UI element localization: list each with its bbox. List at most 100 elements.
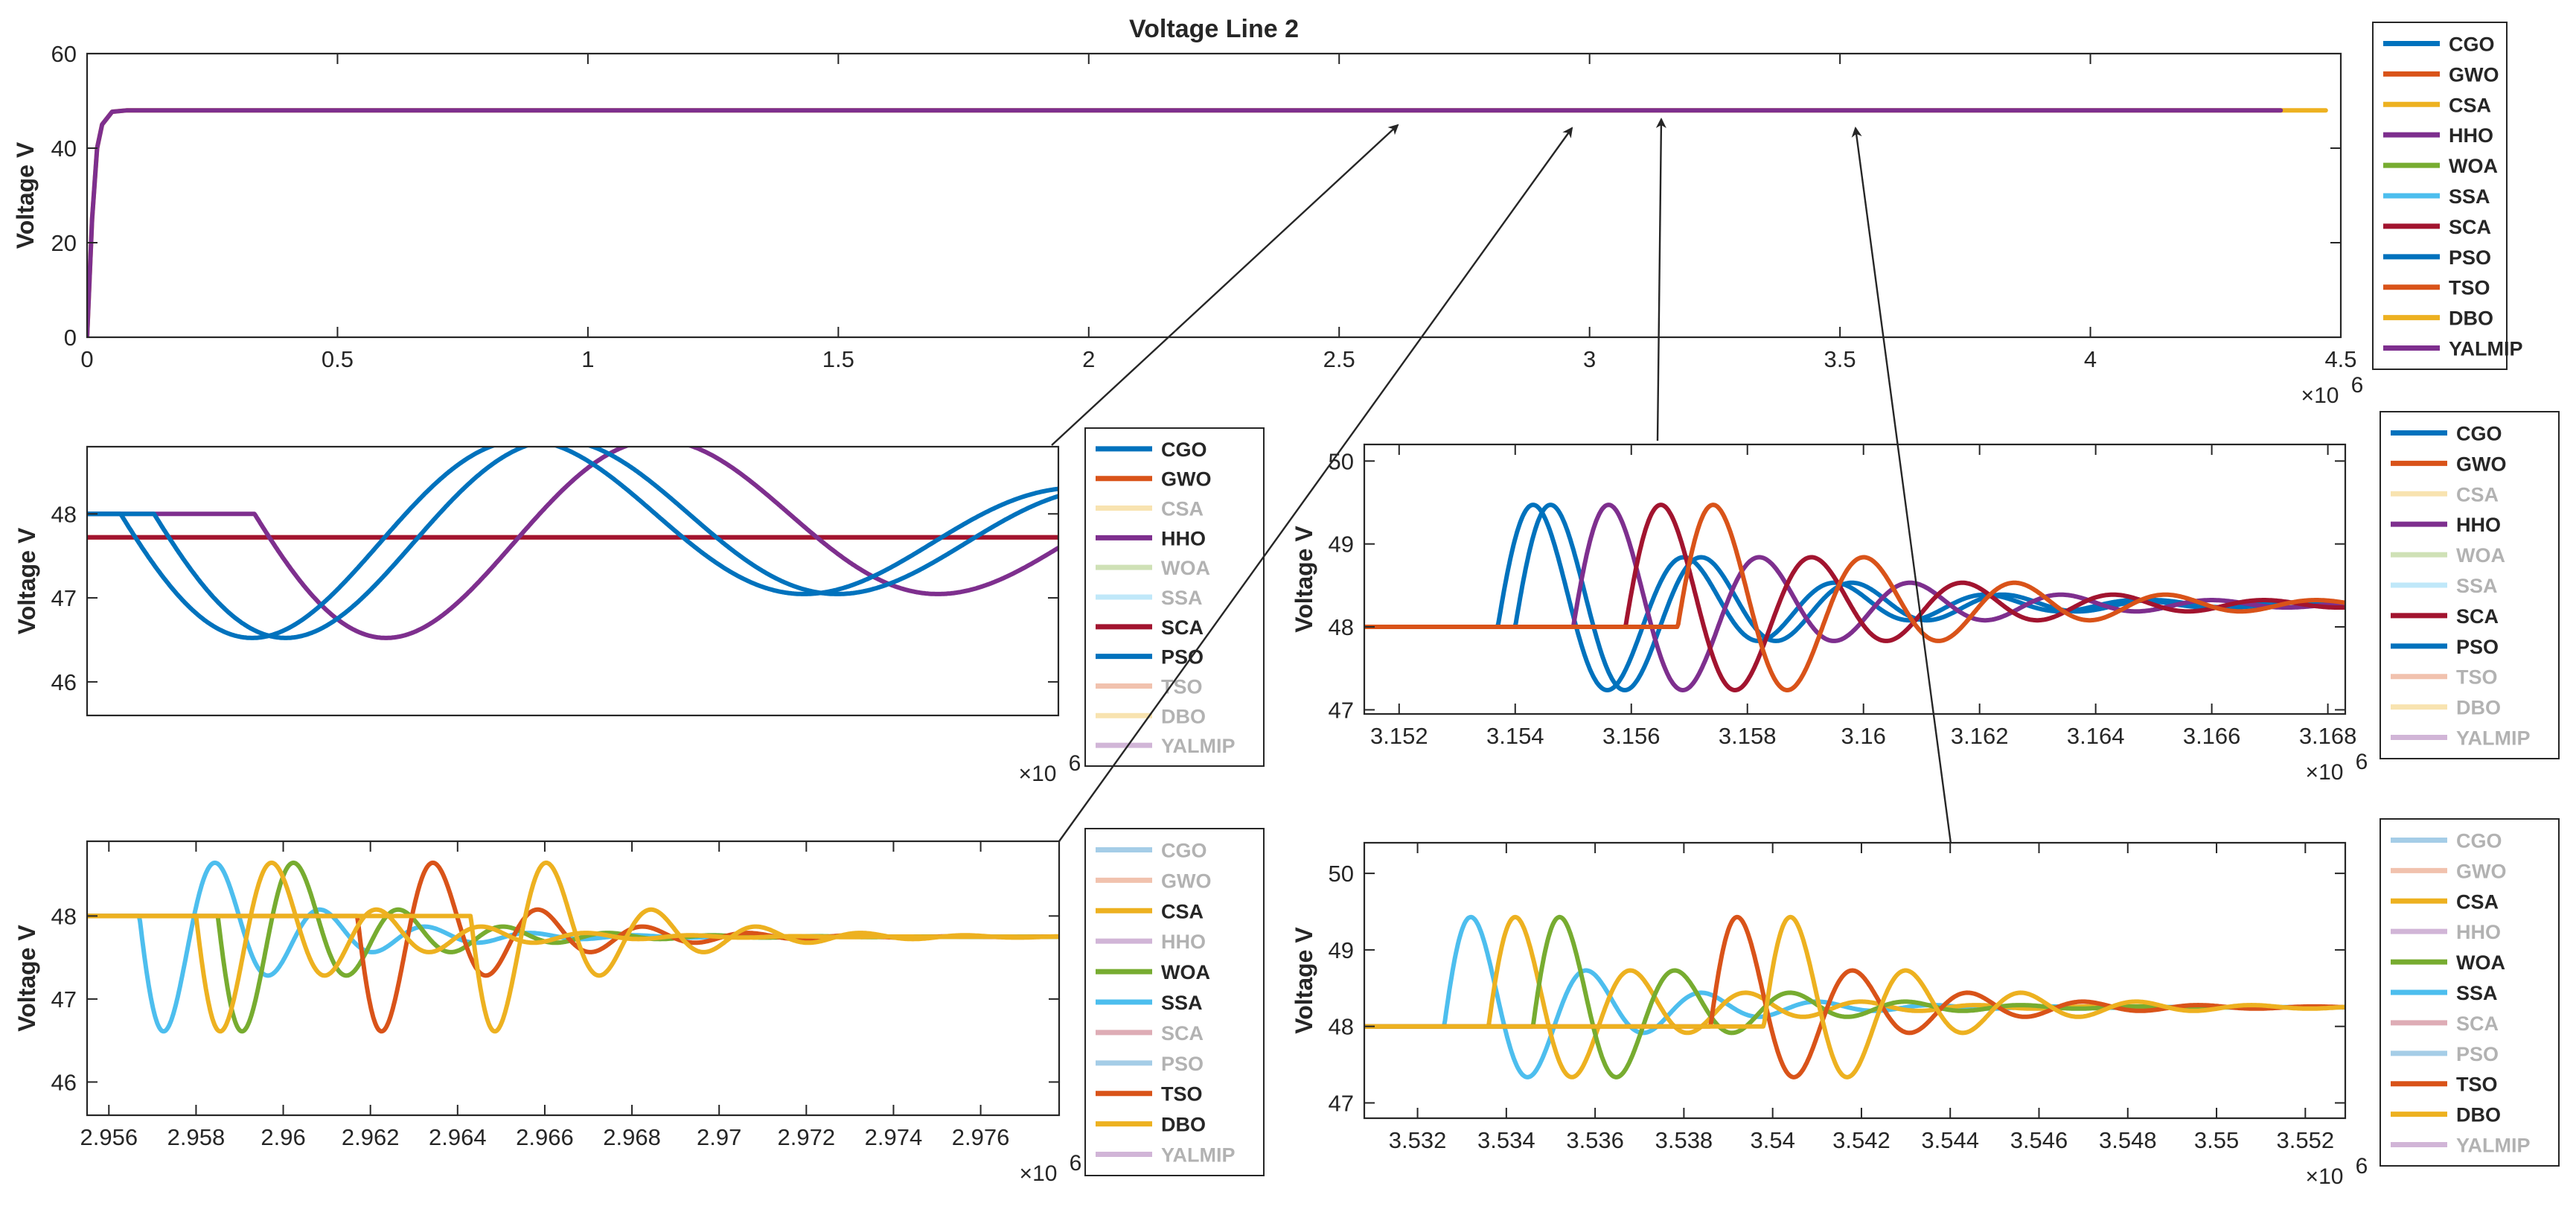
legend-item-tso[interactable]: TSO: [2391, 666, 2498, 689]
chart-zoom1: 2.622.6222.6242.6262.6282.63464748Voltag…: [13, 427, 1265, 786]
legend-label: CGO: [2456, 829, 2502, 852]
legend-item-ssa[interactable]: SSA: [1096, 587, 1203, 609]
legend-item-gwo[interactable]: GWO: [2391, 453, 2507, 475]
legend-item-yalmip[interactable]: YALMIP: [2383, 338, 2523, 360]
x-tick-label: 2.974: [865, 1124, 923, 1150]
legend-label: SSA: [1161, 587, 1203, 609]
legend-label: PSO: [1161, 1053, 1204, 1075]
legend-item-sca[interactable]: SCA: [1096, 616, 1204, 639]
legend-item-ssa[interactable]: SSA: [1096, 992, 1203, 1014]
x-tick-label: 3.536: [1566, 1127, 1624, 1153]
legend-item-dbo[interactable]: DBO: [2391, 697, 2501, 719]
chart-zoom3: 2.956 2.958 2.96 2.962 2.964 2.966 2.968 2.97 2.…: [13, 828, 1265, 1186]
x-tick-label: 3.55: [2194, 1127, 2239, 1153]
x-tick-label: 3.154: [1486, 723, 1544, 749]
y-tick-label: 50: [1329, 861, 1354, 887]
legend-label: SSA: [2449, 185, 2490, 208]
legend-item-yalmip[interactable]: YALMIP: [2391, 1135, 2531, 1157]
x-exponent-label: ×10: [1020, 1161, 1058, 1186]
y-tick-label: 48: [1329, 1014, 1354, 1040]
x-tick-label: 3.534: [1477, 1127, 1535, 1153]
series-line-cgo: [87, 447, 1058, 640]
legend-item-cgo[interactable]: CGO: [2391, 829, 2502, 852]
legend-item-pso[interactable]: PSO: [2391, 636, 2499, 658]
legend-label: WOA: [2456, 951, 2505, 974]
x-exponent-power: 6: [2356, 1154, 2368, 1179]
legend-label: YALMIP: [1161, 735, 1236, 757]
x-tick-label: 2.958: [167, 1124, 226, 1150]
legend-item-hho[interactable]: HHO: [2391, 921, 2501, 943]
legend-label: DBO: [2449, 307, 2493, 330]
legend-item-yalmip[interactable]: YALMIP: [1096, 1144, 1236, 1167]
legend-item-gwo[interactable]: GWO: [2391, 860, 2507, 882]
y-tick-label: 47: [1329, 1090, 1354, 1116]
plot-area: [87, 54, 2341, 337]
legend-item-ssa[interactable]: SSA: [2391, 575, 2498, 597]
legend-item-cgo[interactable]: CGO: [2383, 33, 2495, 55]
legend-item-sca[interactable]: SCA: [2391, 605, 2499, 628]
legend-item-tso[interactable]: TSO: [1096, 1083, 1203, 1106]
legend-item-hho[interactable]: HHO: [2383, 124, 2493, 147]
legend-item-tso[interactable]: TSO: [2391, 1074, 2498, 1096]
legend-item-pso[interactable]: PSO: [1096, 1053, 1204, 1075]
legend-label: SCA: [2449, 216, 2491, 238]
legend-item-dbo[interactable]: DBO: [2391, 1104, 2501, 1126]
legend-item-yalmip[interactable]: YALMIP: [2391, 727, 2531, 750]
series-group: [87, 447, 1058, 640]
legend-item-cgo[interactable]: CGO: [1096, 839, 1207, 861]
legend-item-gwo[interactable]: GWO: [2383, 63, 2499, 86]
series-line-yalmip: [87, 108, 2283, 337]
x-tick-label: 3.158: [1719, 723, 1777, 749]
legend-item-csa[interactable]: CSA: [2391, 483, 2499, 506]
legend-item-csa[interactable]: CSA: [1096, 498, 1204, 520]
legend-item-woa[interactable]: WOA: [2391, 951, 2505, 974]
legend-item-woa[interactable]: WOA: [2391, 544, 2505, 567]
legend-item-hho[interactable]: HHO: [2391, 514, 2501, 536]
x-tick-label: 0.5: [322, 346, 354, 372]
legend-label: WOA: [2449, 155, 2498, 177]
legend-item-hho[interactable]: HHO: [1096, 527, 1206, 549]
legend-item-csa[interactable]: CSA: [1096, 900, 1204, 922]
legend-item-ssa[interactable]: SSA: [2383, 185, 2490, 208]
legend-label: PSO: [2456, 636, 2499, 658]
legend-item-woa[interactable]: WOA: [1096, 557, 1210, 579]
legend-item-dbo[interactable]: DBO: [2383, 307, 2493, 330]
legend-item-csa[interactable]: CSA: [2383, 94, 2491, 116]
legend-item-yalmip[interactable]: YALMIP: [1096, 735, 1236, 757]
x-tick-label: 3.546: [2010, 1127, 2068, 1153]
x-tick-label: 3.16: [1841, 723, 1886, 749]
legend-item-ssa[interactable]: SSA: [2391, 982, 2498, 1004]
y-tick-label: 46: [51, 1069, 77, 1095]
x-tick-label: 2.968: [603, 1124, 661, 1150]
legend-label: HHO: [1161, 931, 1206, 953]
legend: CGO GWO CSA HHO WOA SSA SCA PSO TSO DBO YALMIP: [2372, 22, 2523, 370]
legend-label: TSO: [2456, 666, 2498, 689]
legend-item-dbo[interactable]: DBO: [1096, 705, 1206, 727]
x-tick-label: 2.962: [342, 1124, 400, 1150]
legend-item-sca[interactable]: SCA: [2391, 1012, 2499, 1035]
legend-item-csa[interactable]: CSA: [2391, 890, 2499, 913]
legend-item-woa[interactable]: WOA: [2383, 155, 2498, 177]
legend-label: TSO: [2456, 1074, 2498, 1096]
legend-item-hho[interactable]: HHO: [1096, 931, 1206, 953]
legend-label: HHO: [1161, 527, 1206, 549]
legend-label: CGO: [1161, 439, 1207, 461]
legend-item-tso[interactable]: TSO: [2383, 277, 2490, 299]
legend-item-cgo[interactable]: CGO: [2391, 422, 2502, 444]
legend-item-gwo[interactable]: GWO: [1096, 870, 1212, 892]
legend-item-sca[interactable]: SCA: [2383, 216, 2491, 238]
legend-item-dbo[interactable]: DBO: [1096, 1114, 1206, 1136]
x-tick-label: 3.152: [1370, 723, 1428, 749]
axes-box: [1363, 841, 2347, 1120]
legend-item-pso[interactable]: PSO: [2391, 1043, 2499, 1065]
legend: CGO GWO CSA HHO WOA SSA SCA PSO TSO DBO YALMIP: [2380, 818, 2560, 1167]
legend-item-woa[interactable]: WOA: [1096, 961, 1210, 983]
legend-item-pso[interactable]: PSO: [2383, 246, 2491, 269]
legend-item-cgo[interactable]: CGO: [1096, 439, 1207, 461]
legend-item-sca[interactable]: SCA: [1096, 1022, 1204, 1045]
legend-item-tso[interactable]: TSO: [1096, 675, 1203, 698]
legend-label: SSA: [2456, 982, 2498, 1004]
legend-item-gwo[interactable]: GWO: [1096, 468, 1212, 491]
x-tick-label: 4: [2084, 346, 2097, 372]
